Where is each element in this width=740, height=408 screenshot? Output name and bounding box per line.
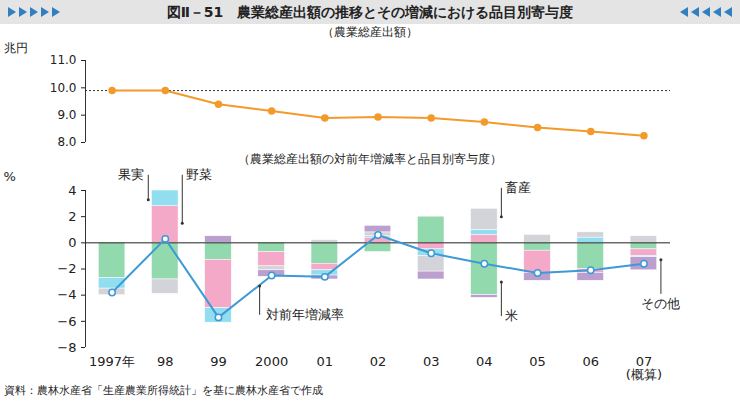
svg-text:9.0: 9.0 <box>57 108 76 122</box>
html-text:（農業総産出額）: （農業総産出額） <box>322 25 418 39</box>
svg-text:07(概算): 07(概算) <box>626 354 662 382</box>
html-text:（農業総産出額の対前年増減率と品目別寄与度）: （農業総産出額の対前年増減率と品目別寄与度） <box>238 152 502 166</box>
svg-text:野菜: 野菜 <box>186 168 212 182</box>
svg-text:兆円: 兆円 <box>4 41 28 55</box>
html-text:図Ⅱ－51 農業総産出額の推移とその増減における品目別寄与度: 図Ⅱ－51 農業総産出額の推移とその増減における品目別寄与度 <box>166 4 574 20</box>
svg-text:02: 02 <box>370 354 387 369</box>
svg-text:−2: −2 <box>57 261 76 276</box>
svg-text:03: 03 <box>423 354 440 369</box>
svg-text:98: 98 <box>157 354 174 369</box>
svg-text:4: 4 <box>68 183 76 198</box>
svg-text:2: 2 <box>68 209 76 224</box>
svg-text:01: 01 <box>317 354 334 369</box>
svg-text:06: 06 <box>582 354 599 369</box>
svg-text:対前年増減率: 対前年増減率 <box>266 307 344 322</box>
svg-text:%: % <box>4 169 16 184</box>
svg-text:その他: その他 <box>641 296 680 311</box>
svg-text:果実: 果実 <box>118 168 144 182</box>
svg-text:−6: −6 <box>57 313 76 328</box>
html-text:資料：農林水産省「生産農業所得統計」を基に農林水産省で作成: 資料：農林水産省「生産農業所得統計」を基に農林水産省で作成 <box>4 384 323 397</box>
svg-text:04: 04 <box>476 354 493 369</box>
svg-text:11.0: 11.0 <box>50 53 77 67</box>
svg-text:畜産: 畜産 <box>505 180 531 195</box>
svg-text:−4: −4 <box>57 287 76 302</box>
svg-text:−8: −8 <box>57 340 76 355</box>
svg-text:10.0: 10.0 <box>50 81 77 95</box>
svg-text:99: 99 <box>210 354 227 369</box>
svg-text:05: 05 <box>529 354 546 369</box>
svg-text:2000: 2000 <box>255 354 288 369</box>
svg-text:0: 0 <box>68 235 76 250</box>
svg-text:米: 米 <box>505 308 518 323</box>
svg-text:8.0: 8.0 <box>57 135 76 149</box>
svg-text:1997年: 1997年 <box>89 354 135 369</box>
